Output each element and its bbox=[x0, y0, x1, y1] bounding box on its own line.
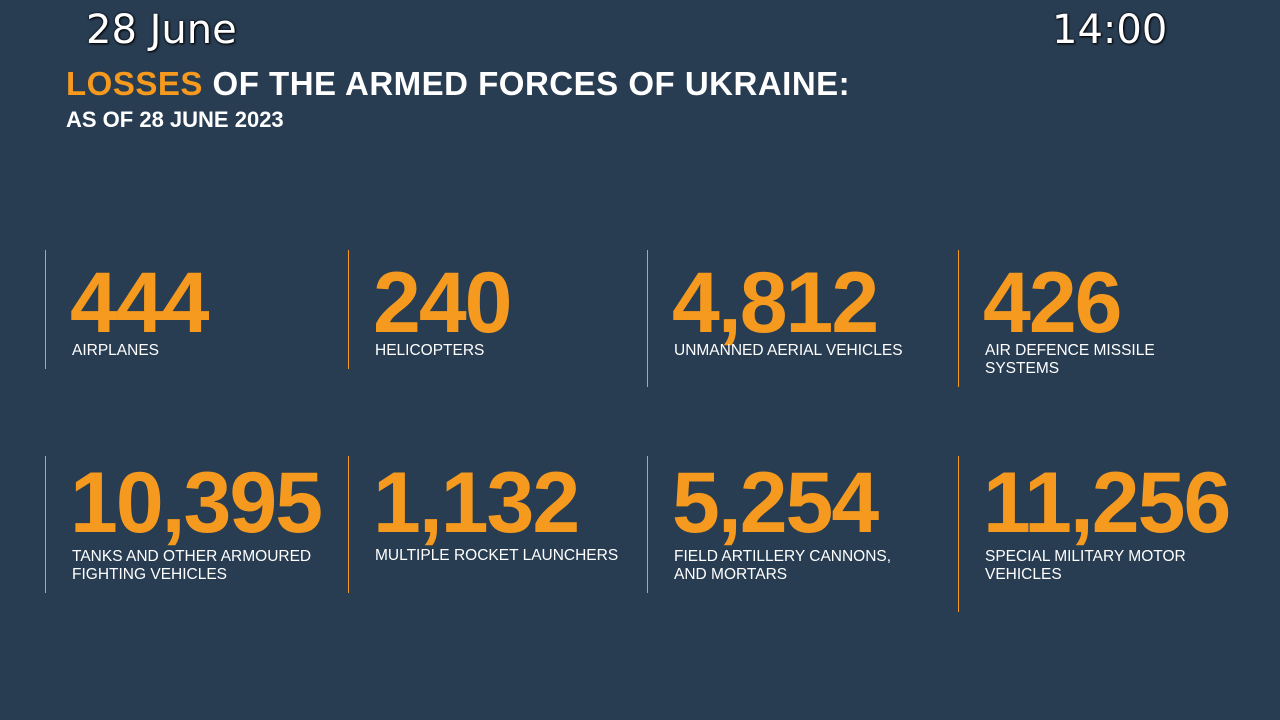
stat-airplanes: 444 AIRPLANES bbox=[45, 250, 345, 369]
stat-value: 426 bbox=[983, 255, 1122, 351]
stat-multiple-rocket-launchers: 1,132 MULTIPLE ROCKET LAUNCHERS bbox=[348, 456, 643, 593]
page-title: LOSSES OF THE ARMED FORCES OF UKRAINE: bbox=[66, 64, 850, 104]
stat-label: UNMANNED AERIAL VEHICLES bbox=[674, 342, 903, 359]
stat-label: HELICOPTERS bbox=[375, 342, 485, 359]
stat-unmanned-aerial-vehicles: 4,812 UNMANNED AERIAL VEHICLES bbox=[647, 250, 955, 387]
stat-label-line-2: AND MORTARS bbox=[674, 566, 788, 583]
stat-label-line-1: AIR DEFENCE MISSILE bbox=[985, 342, 1155, 359]
stat-special-military-motor-vehicles: 11,256 SPECIAL MILITARY MOTOR VEHICLES bbox=[958, 456, 1258, 612]
stat-value: 11,256 bbox=[983, 455, 1231, 551]
stat-air-defence-missile-systems: 426 AIR DEFENCE MISSILE SYSTEMS bbox=[958, 250, 1258, 387]
stat-label: MULTIPLE ROCKET LAUNCHERS bbox=[375, 547, 619, 564]
stat-label-line-2: FIGHTING VEHICLES bbox=[72, 566, 228, 583]
timestamp-time: 14:00 bbox=[1052, 7, 1168, 53]
stat-value: 1,132 bbox=[373, 455, 580, 551]
timestamp-date: 28 June bbox=[86, 7, 237, 53]
page-title-rest: OF THE ARMED FORCES OF UKRAINE: bbox=[202, 65, 851, 102]
stat-label-line-2: VEHICLES bbox=[985, 566, 1062, 583]
stat-value: 10,395 bbox=[70, 455, 323, 551]
stat-value: 4,812 bbox=[672, 255, 879, 351]
stat-label-line-1: FIELD ARTILLERY CANNONS, bbox=[674, 548, 892, 565]
stat-value: 444 bbox=[70, 255, 209, 351]
stat-helicopters: 240 HELICOPTERS bbox=[348, 250, 643, 369]
stat-tanks-armoured-vehicles: 10,395 TANKS AND OTHER ARMOURED FIGHTING… bbox=[45, 456, 345, 593]
page-subtitle: AS OF 28 JUNE 2023 bbox=[66, 107, 284, 132]
stat-value: 5,254 bbox=[672, 455, 879, 551]
page-title-accent: LOSSES bbox=[66, 65, 203, 102]
stat-label: AIRPLANES bbox=[72, 342, 160, 359]
stat-field-artillery: 5,254 FIELD ARTILLERY CANNONS, AND MORTA… bbox=[647, 456, 955, 593]
stat-label-line-1: SPECIAL MILITARY MOTOR bbox=[985, 548, 1186, 565]
stat-label-line-2: SYSTEMS bbox=[985, 360, 1060, 377]
stat-value: 240 bbox=[373, 255, 512, 351]
stat-label-line-1: TANKS AND OTHER ARMOURED bbox=[72, 548, 312, 565]
